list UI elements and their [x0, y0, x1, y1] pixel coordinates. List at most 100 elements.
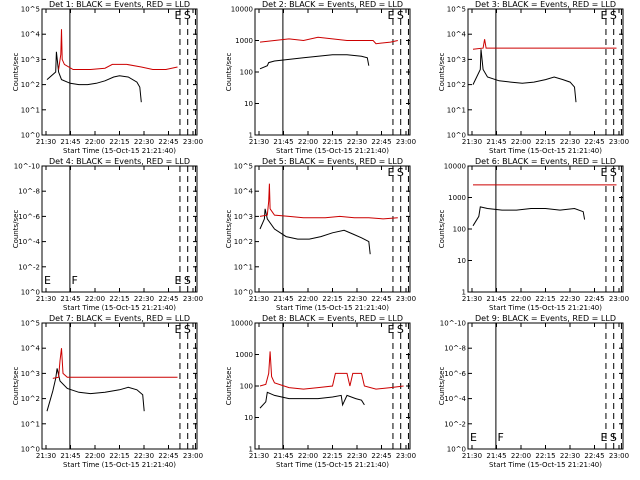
x-tick-label: 21:45: [60, 452, 80, 460]
x-axis-label: Start Time (15-Oct-15 21:21:40): [276, 147, 389, 155]
y-tick-label: 10^0: [447, 132, 466, 140]
x-tick-label: 21:45: [486, 452, 506, 460]
marker-label: E: [175, 9, 182, 22]
y-axis-label: Counts/sec: [438, 210, 446, 249]
x-tick-label: 21:45: [486, 138, 506, 146]
marker-label: F: [497, 431, 503, 444]
marker-label: F: [71, 274, 77, 287]
x-axis-label: Start Time (15-Oct-15 21:21:40): [276, 304, 389, 312]
marker-label: E: [175, 323, 182, 336]
x-axis-label: Start Time (15-Oct-15 21:21:40): [63, 461, 176, 469]
y-tick-label: 10^0: [234, 289, 253, 297]
x-tick-label: 21:45: [273, 295, 293, 303]
y-tick-label: 10000: [231, 320, 253, 328]
y-tick-label: 10^-8: [18, 188, 40, 196]
y-axis-label: Counts/sec: [438, 367, 446, 406]
x-tick-label: 21:30: [249, 138, 269, 146]
panel-det-6: Det 6: BLACK = Events, RED = LLD 1 10 100 10…: [438, 157, 629, 312]
y-tick-label: 10^0: [447, 446, 466, 454]
y-tick-label: 10^-8: [444, 345, 466, 353]
x-tick-label: 22:15: [535, 138, 555, 146]
y-tick-label: 10: [457, 257, 466, 265]
y-tick-label: 1: [249, 132, 253, 140]
x-tick-label: 22:15: [535, 452, 555, 460]
x-tick-label: 22:15: [322, 138, 342, 146]
lld-series-line: [259, 36, 398, 45]
y-tick-label: 10^-4: [444, 395, 466, 403]
y-tick-label: 1: [462, 289, 466, 297]
x-axis-label: Start Time (15-Oct-15 21:21:40): [489, 304, 602, 312]
x-tick-label: 23:00: [609, 138, 629, 146]
y-tick-label: 10^-2: [444, 420, 466, 428]
events-series-line: [259, 208, 371, 255]
y-tick-label: 10^5: [21, 320, 40, 328]
x-tick-label: 22:00: [85, 138, 105, 146]
x-tick-label: 23:00: [609, 452, 629, 460]
x-tick-label: 21:30: [36, 138, 56, 146]
x-tick-label: 22:45: [158, 295, 178, 303]
x-tick-label: 23:00: [183, 138, 203, 146]
x-axis-label: Start Time (15-Oct-15 21:21:40): [489, 461, 602, 469]
x-tick-label: 22:00: [298, 295, 318, 303]
x-tick-label: 22:45: [371, 452, 391, 460]
marker-label: S: [610, 431, 617, 444]
events-series-line: [259, 54, 370, 70]
y-tick-label: 10^5: [447, 6, 466, 14]
panel-title: Det 2: BLACK = Events, RED = LLD: [262, 0, 403, 9]
y-tick-label: 100: [453, 226, 466, 234]
marker-label: E: [601, 431, 608, 444]
x-tick-label: 23:00: [183, 452, 203, 460]
events-series-line: [46, 51, 142, 103]
y-tick-label: 1000: [235, 351, 253, 359]
x-axis-label: Start Time (15-Oct-15 21:21:40): [489, 147, 602, 155]
x-tick-label: 22:45: [584, 295, 604, 303]
y-tick-label: 1000: [448, 194, 466, 202]
events-series-line: [472, 49, 577, 103]
x-tick-label: 23:00: [396, 138, 416, 146]
y-tick-label: 1: [249, 446, 253, 454]
x-tick-label: 22:45: [371, 295, 391, 303]
x-tick-label: 22:00: [85, 452, 105, 460]
panel-title: Det 1: BLACK = Events, RED = LLD: [49, 0, 190, 9]
panel-title: Det 4: BLACK = Events, RED = LLD: [49, 157, 190, 166]
x-tick-label: 23:00: [609, 295, 629, 303]
x-tick-label: 21:30: [36, 295, 56, 303]
panel-det-4: Det 4: BLACK = Events, RED = LLD 10^0 10^-…: [12, 157, 203, 312]
y-axis-label: Counts/sec: [12, 210, 20, 249]
x-tick-label: 21:45: [273, 138, 293, 146]
y-tick-label: 10^-2: [18, 263, 40, 271]
panel-det-9: Det 9: BLACK = Events, RED = LLD 10^0 10^-…: [438, 314, 629, 469]
y-tick-label: 10^1: [447, 106, 466, 114]
lld-series-line: [259, 351, 404, 390]
y-tick-label: 10^1: [21, 420, 40, 428]
x-axis-label: Start Time (15-Oct-15 21:21:40): [276, 461, 389, 469]
y-tick-label: 10^0: [21, 132, 40, 140]
plot-frame: [254, 8, 411, 136]
y-tick-label: 10^4: [21, 345, 41, 353]
panel-det-8: Det 8: BLACK = Events, RED = LLD 1 10 100 10…: [225, 314, 416, 469]
y-tick-label: 10^-10: [440, 320, 466, 328]
x-tick-label: 22:30: [347, 295, 367, 303]
events-series-line: [259, 391, 365, 409]
marker-label: S: [397, 323, 404, 336]
panel-title: Det 3: BLACK = Events, RED = LLD: [475, 0, 616, 9]
x-tick-label: 21:30: [249, 452, 269, 460]
x-tick-label: 22:30: [560, 138, 580, 146]
y-tick-label: 10^3: [234, 213, 253, 221]
x-tick-label: 22:00: [85, 295, 105, 303]
y-tick-label: 10^1: [21, 106, 40, 114]
lld-series-line: [472, 39, 617, 50]
y-tick-label: 10^5: [234, 163, 253, 171]
y-tick-label: 10^4: [234, 188, 254, 196]
y-tick-label: 10^0: [21, 446, 40, 454]
x-tick-label: 22:30: [347, 452, 367, 460]
y-tick-label: 10^3: [21, 56, 40, 64]
marker-label: E: [175, 274, 182, 287]
marker-label: S: [397, 9, 404, 22]
x-tick-label: 22:30: [560, 452, 580, 460]
y-tick-label: 10: [244, 100, 253, 108]
x-axis-label: Start Time (15-Oct-15 21:21:40): [63, 147, 176, 155]
panel-title: Det 7: BLACK = Events, RED = LLD: [49, 314, 190, 323]
marker-label: S: [610, 9, 617, 22]
x-tick-label: 22:45: [371, 138, 391, 146]
